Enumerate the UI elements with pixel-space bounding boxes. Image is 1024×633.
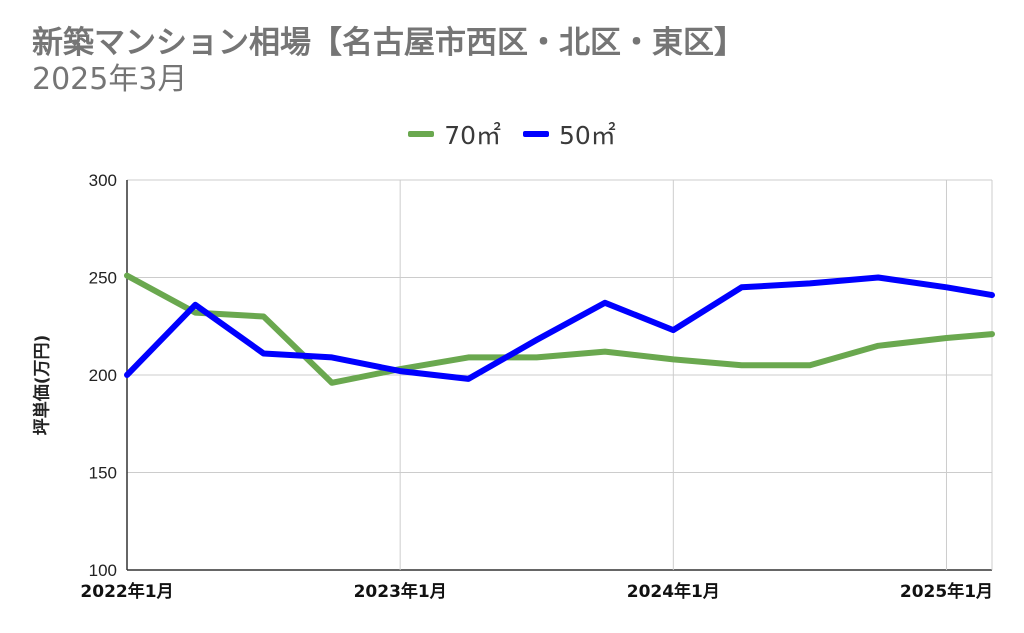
series-line-0 bbox=[124, 272, 995, 386]
legend-label-50: 50㎡ bbox=[559, 121, 616, 150]
legend-swatch-50 bbox=[523, 131, 549, 137]
x-tick-label-1: 2023年1月 bbox=[354, 581, 447, 602]
chart-title: 新築マンション相場【名古屋市西区・北区・東区】 bbox=[32, 25, 745, 61]
chart-subtitle: 2025年3月 bbox=[32, 62, 188, 97]
x-tick-label-2: 2024年1月 bbox=[627, 581, 720, 602]
x-tick-label-0: 2022年1月 bbox=[80, 581, 173, 602]
x-tick-label-3: 2025年1月 bbox=[900, 581, 993, 602]
y-tick-label-150: 150 bbox=[89, 464, 117, 483]
legend-item-70: 70㎡ bbox=[408, 116, 501, 152]
legend-label-70: 70㎡ bbox=[444, 121, 501, 150]
legend-swatch-70 bbox=[408, 131, 435, 137]
legend-item-50: 50㎡ bbox=[523, 116, 616, 152]
y-tick-label-250: 250 bbox=[89, 269, 117, 288]
y-tick-label-200: 200 bbox=[89, 366, 117, 385]
series-line-1 bbox=[124, 274, 995, 382]
legend: 70㎡ 50㎡ bbox=[0, 116, 1024, 152]
y-tick-label-300: 300 bbox=[89, 171, 117, 190]
y-tick-label-100: 100 bbox=[89, 561, 117, 580]
